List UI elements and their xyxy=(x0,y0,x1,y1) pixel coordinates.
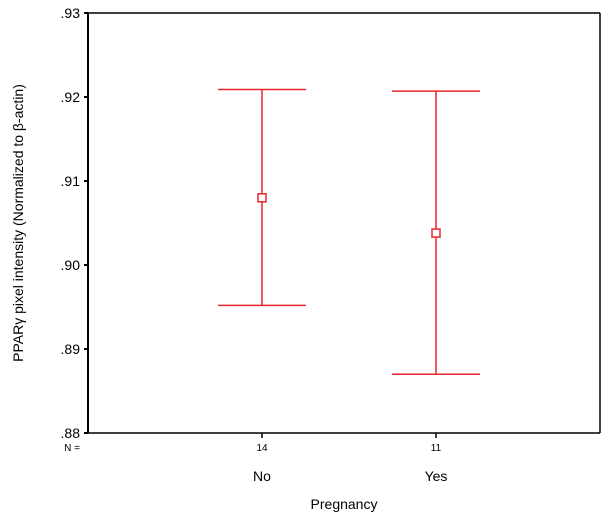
y-tick-label: .92 xyxy=(61,89,81,105)
n-value: 11 xyxy=(431,443,442,454)
y-axis-ticks: .88 .89 .90 .91 .92 .93 xyxy=(61,5,88,441)
category-label: No xyxy=(253,468,271,484)
mean-marker xyxy=(257,193,267,203)
y-tick-label: .89 xyxy=(61,341,81,357)
category-labels: No Yes xyxy=(253,468,447,484)
plot-frame xyxy=(87,12,601,434)
mean-marker xyxy=(431,228,441,238)
n-label: N = xyxy=(64,443,80,454)
y-tick-label: .91 xyxy=(61,173,81,189)
y-tick-label: .90 xyxy=(61,257,81,273)
y-axis-title: PPARγ pixel intensity (Normalized to β-a… xyxy=(10,84,26,362)
category-label: Yes xyxy=(425,468,448,484)
error-bars xyxy=(218,88,480,375)
x-axis-title: Pregnancy xyxy=(311,496,378,512)
error-bar-no xyxy=(218,88,306,307)
y-tick-label: .93 xyxy=(61,5,81,21)
x-axis-ticks xyxy=(261,433,437,438)
n-value: 14 xyxy=(256,443,268,454)
n-values: 14 11 xyxy=(256,443,441,454)
error-bar-yes xyxy=(392,90,480,375)
y-tick-label: .88 xyxy=(61,425,81,441)
